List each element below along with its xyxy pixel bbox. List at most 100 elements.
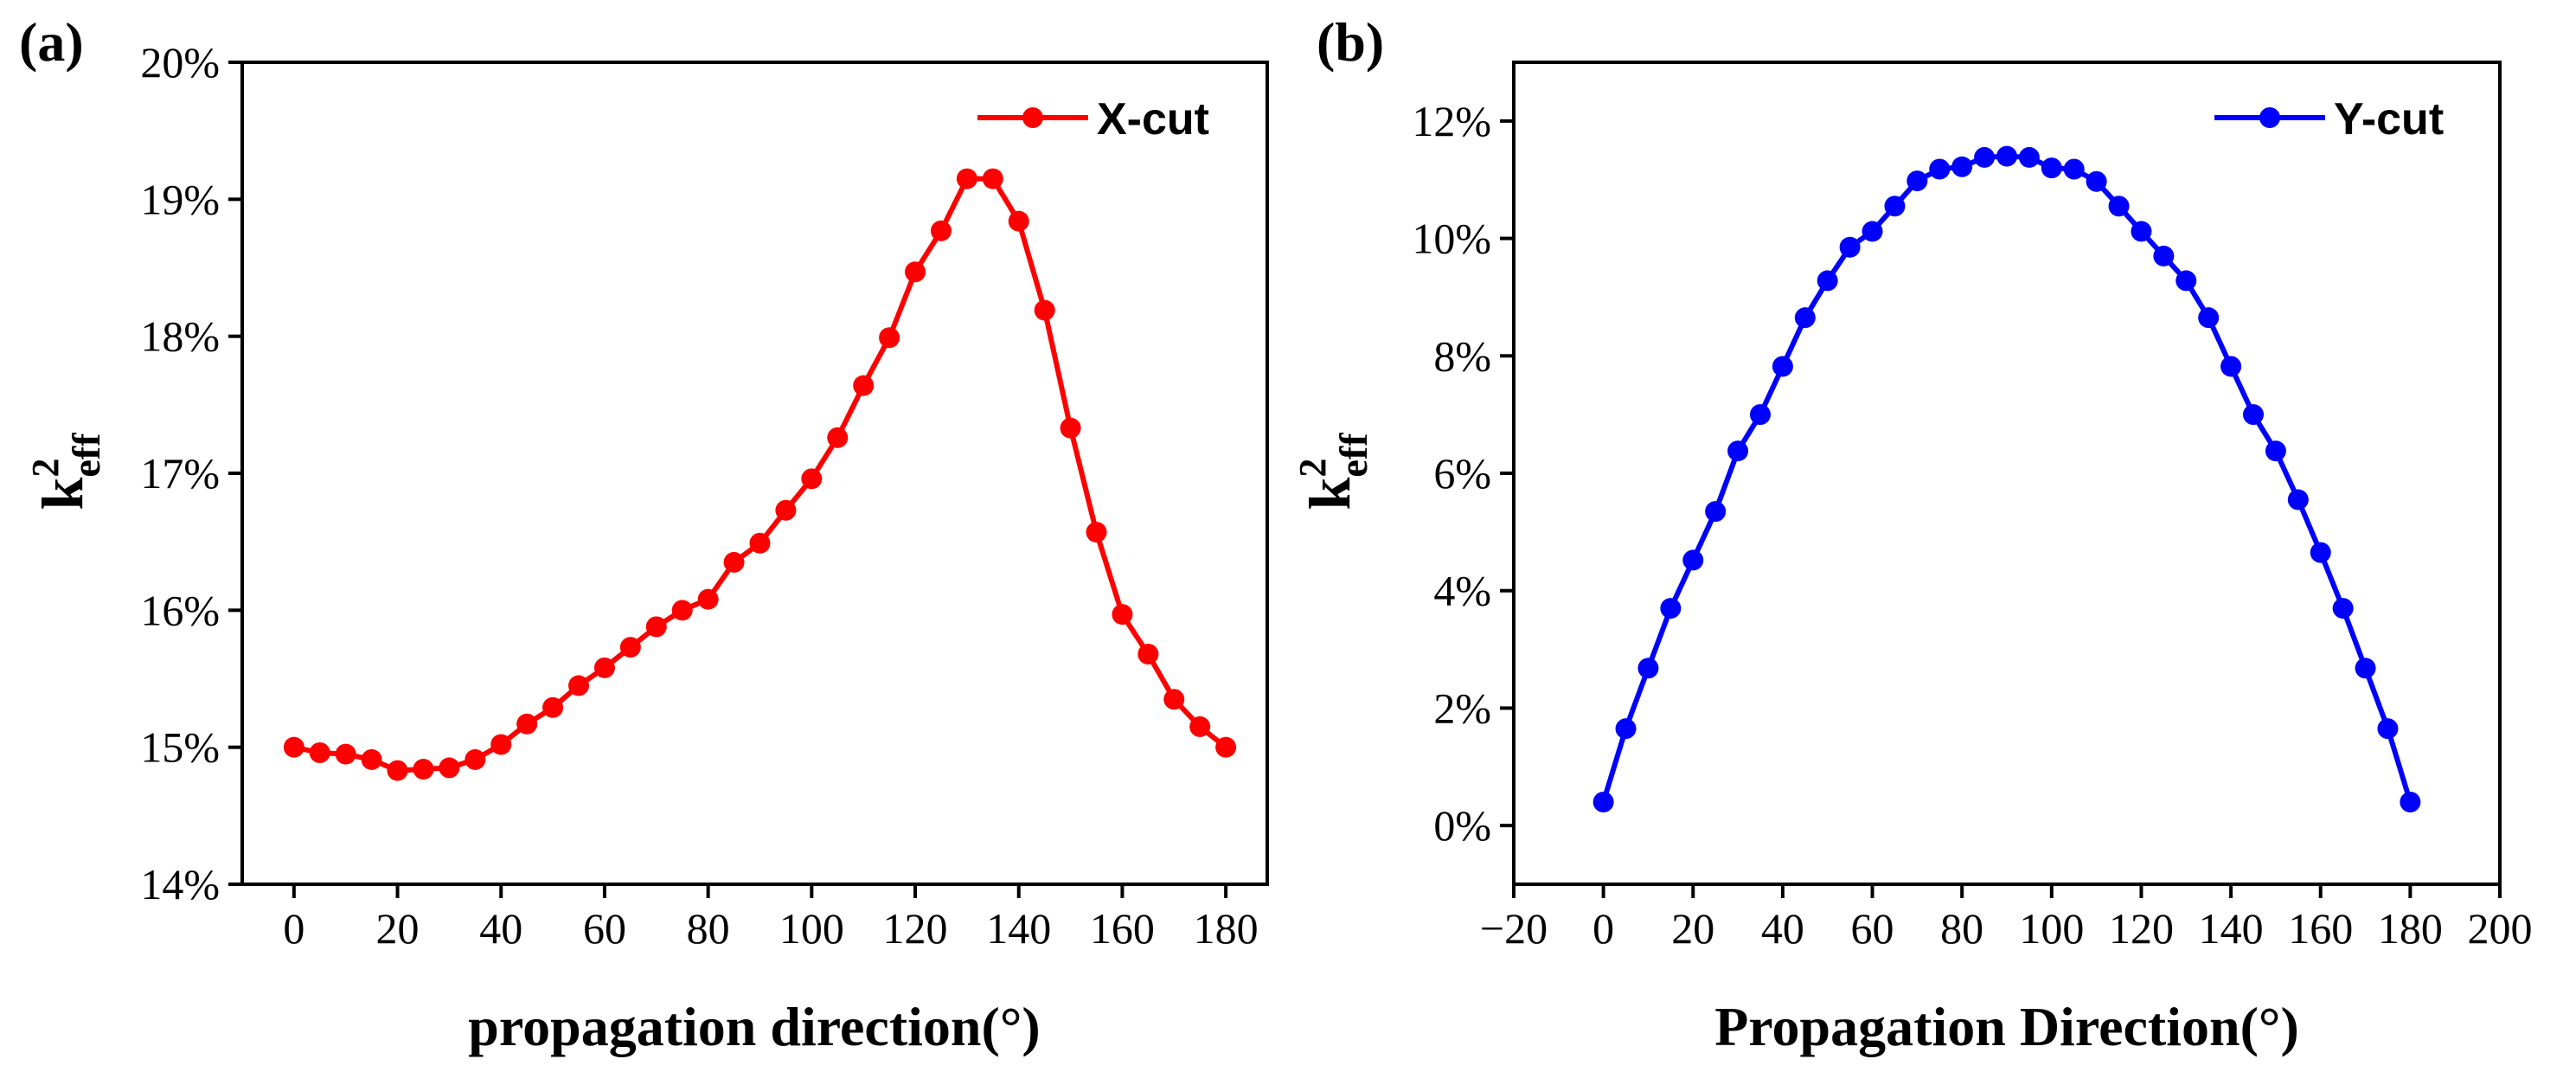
panel-a-label: (a) [19, 11, 84, 73]
panel-a-data-point [1215, 736, 1237, 758]
panel-a-x-tick-label: 0 [283, 904, 304, 953]
panel-b-data-point [2063, 158, 2085, 180]
panel-a-data-point [568, 675, 590, 696]
panel-a-data-point [619, 637, 641, 658]
panel-a-y-tick-label: 18% [140, 312, 220, 361]
panel-b: (b) −20 0 20 40 60 80 100 120 140 160 180 200 0% 2% 4%… [1291, 11, 2533, 1057]
panel-b-x-tick-label: 180 [2378, 904, 2443, 953]
panel-a-legend-marker [1022, 107, 1043, 128]
panel-b-data-point [1951, 156, 1973, 177]
panel-b-data-point [1794, 307, 1816, 329]
panel-a-x-tick-label: 140 [986, 904, 1051, 953]
panel-b-data-point [1884, 196, 1906, 217]
panel-b-plot-frame [1512, 61, 2502, 886]
panel-a-data-point [853, 375, 875, 396]
panel-b-data-point [2131, 221, 2152, 242]
panel-b-data-point [2220, 356, 2242, 377]
panel-b-data-point [1929, 158, 1951, 180]
panel-b-y-tick-label: 2% [1433, 684, 1491, 732]
panel-a-data-point [697, 588, 719, 610]
panel-b-data-point [2332, 598, 2354, 619]
panel-a-markers [283, 168, 1237, 781]
panel-b-ticks: −20 0 20 40 60 80 100 120 140 160 180 200 0% 2% 4% 6% 8%… [1412, 97, 2532, 953]
panel-a-data-point [387, 760, 408, 781]
panel-b-data-point [2198, 307, 2220, 329]
panel-b-data-point [1727, 440, 1749, 462]
panel-b-data-point [2287, 489, 2309, 510]
panel-a-data-point [905, 261, 926, 283]
panel-a-data-point [723, 551, 745, 573]
panel-b-y-axis-title: k2eff [1291, 433, 1375, 510]
panel-a-x-axis-title: propagation direction(°) [468, 996, 1040, 1057]
panel-a-data-point [516, 713, 538, 735]
panel-b-data-point [2108, 196, 2130, 217]
panel-a-data-point [749, 532, 771, 554]
panel-b-data-point [2243, 404, 2264, 426]
panel-b-x-tick-label: −20 [1480, 904, 1548, 953]
panel-a-series-polyline [293, 176, 1227, 774]
panel-b-legend: Y-cut [2214, 94, 2444, 144]
panel-a-data-point [1112, 604, 1133, 626]
panel-b-data-point [1906, 170, 1928, 192]
panel-b-data-point [1862, 221, 1883, 242]
panel-b-ylabel-sub: eff [1331, 433, 1375, 478]
panel-b-legend-label: Y-cut [2334, 94, 2444, 144]
panel-a-series-line [293, 176, 1227, 774]
panel-b-data-point [1772, 356, 1793, 377]
panel-a-data-point [439, 757, 460, 779]
panel-b-markers [1592, 145, 2421, 812]
panel-b-y-tick-label: 4% [1433, 567, 1491, 615]
panel-b-data-point [2355, 658, 2376, 679]
panel-a-data-point [1086, 522, 1107, 543]
panel-b-x-tick-label: 20 [1671, 904, 1714, 953]
panel-a-x-tick-label: 100 [779, 904, 844, 953]
panel-a-legend: X-cut [977, 94, 1209, 144]
panel-a-data-point [982, 168, 1003, 189]
panel-a-y-tick-label: 15% [140, 723, 220, 772]
panel-b-data-point [2176, 270, 2197, 292]
panel-a-data-point [1060, 417, 1081, 439]
panel-a-data-point [1034, 299, 1055, 321]
panel-b-y-tick-label: 0% [1433, 801, 1491, 850]
panel-a-legend-label: X-cut [1097, 94, 1209, 144]
panel-b-data-point [1615, 718, 1637, 740]
panel-a-data-point [309, 742, 330, 763]
panel-a-x-tick-label: 120 [883, 904, 948, 953]
panel-a-x-tick-label: 40 [479, 904, 522, 953]
panel-b-x-tick-label: 80 [1940, 904, 1983, 953]
svg-text:k2eff: k2eff [1291, 433, 1375, 510]
panel-b-x-tick-label: 140 [2199, 904, 2264, 953]
panel-b-data-point [1996, 145, 2017, 167]
panel-b-data-point [1660, 598, 1682, 619]
panel-b-data-point [1974, 146, 1996, 168]
panel-a-data-point [1189, 716, 1211, 737]
panel-b-y-tick-label: 10% [1412, 215, 1491, 263]
panel-b-data-point [1750, 404, 1771, 426]
panel-a-data-point [645, 616, 667, 638]
panel-a-data-point [593, 657, 615, 678]
panel-a-data-point [542, 696, 564, 718]
panel-b-data-point [1705, 501, 1727, 523]
panel-a-y-tick-label: 14% [140, 860, 220, 908]
panel-b-data-point [2153, 245, 2175, 266]
panel-a-data-point [413, 759, 434, 780]
panel-a-y-tick-label: 17% [140, 449, 220, 497]
panel-a-data-point [671, 600, 693, 621]
panel-a-data-point [956, 168, 977, 189]
panel-b-data-point [1839, 236, 1861, 258]
panel-b-x-tick-label: 120 [2109, 904, 2174, 953]
panel-b-x-tick-label: 0 [1592, 904, 1614, 953]
panel-a-data-point [827, 427, 849, 448]
panel-a-data-point [930, 220, 952, 241]
panel-b-x-tick-label: 200 [2468, 904, 2533, 953]
panel-a-x-tick-label: 160 [1090, 904, 1155, 953]
panel-b-data-point [2041, 157, 2062, 179]
panel-a-data-point [361, 748, 382, 770]
panel-a-data-point [775, 499, 797, 521]
panel-a-data-point [1008, 210, 1029, 232]
panel-b-data-point [2377, 718, 2399, 740]
panel-b-legend-marker [2259, 107, 2280, 128]
panel-a-x-tick-label: 80 [687, 904, 730, 953]
svg-text:k2eff: k2eff [24, 433, 108, 510]
